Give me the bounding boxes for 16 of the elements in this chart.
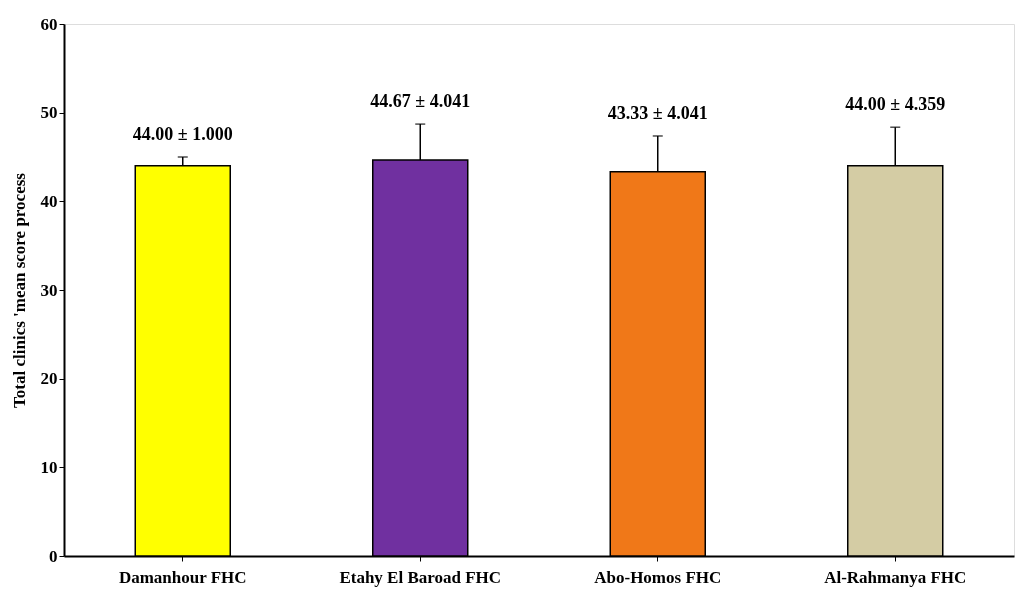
- data-label: 44.00 ± 4.359: [845, 94, 946, 115]
- y-tick-label: 50: [40, 103, 58, 123]
- data-label: 44.67 ± 4.041: [370, 91, 471, 112]
- y-axis-title: Total clinics 'mean score process: [9, 172, 29, 408]
- x-tick-label: Al-Rahmanya FHC: [824, 567, 967, 587]
- x-tick-label: Abo-Homos FHC: [594, 567, 722, 587]
- x-tick-label: Etahy El Baroad FHC: [339, 567, 502, 587]
- y-tick-label: 0: [49, 546, 58, 566]
- x-tick-label: Damanhour FHC: [118, 567, 247, 587]
- data-label: 43.33 ± 4.041: [607, 102, 708, 123]
- data-label: 44.00 ± 1.000: [132, 124, 233, 144]
- y-tick-label: 10: [40, 457, 58, 477]
- y-tick-label: 30: [40, 280, 58, 300]
- y-tick-label: 60: [40, 14, 58, 34]
- y-tick-label: 40: [40, 191, 58, 211]
- y-tick-label: 20: [40, 369, 58, 389]
